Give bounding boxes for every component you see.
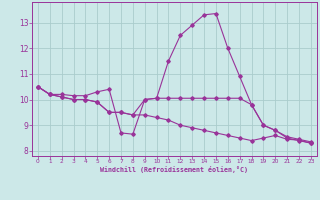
X-axis label: Windchill (Refroidissement éolien,°C): Windchill (Refroidissement éolien,°C): [100, 166, 248, 173]
